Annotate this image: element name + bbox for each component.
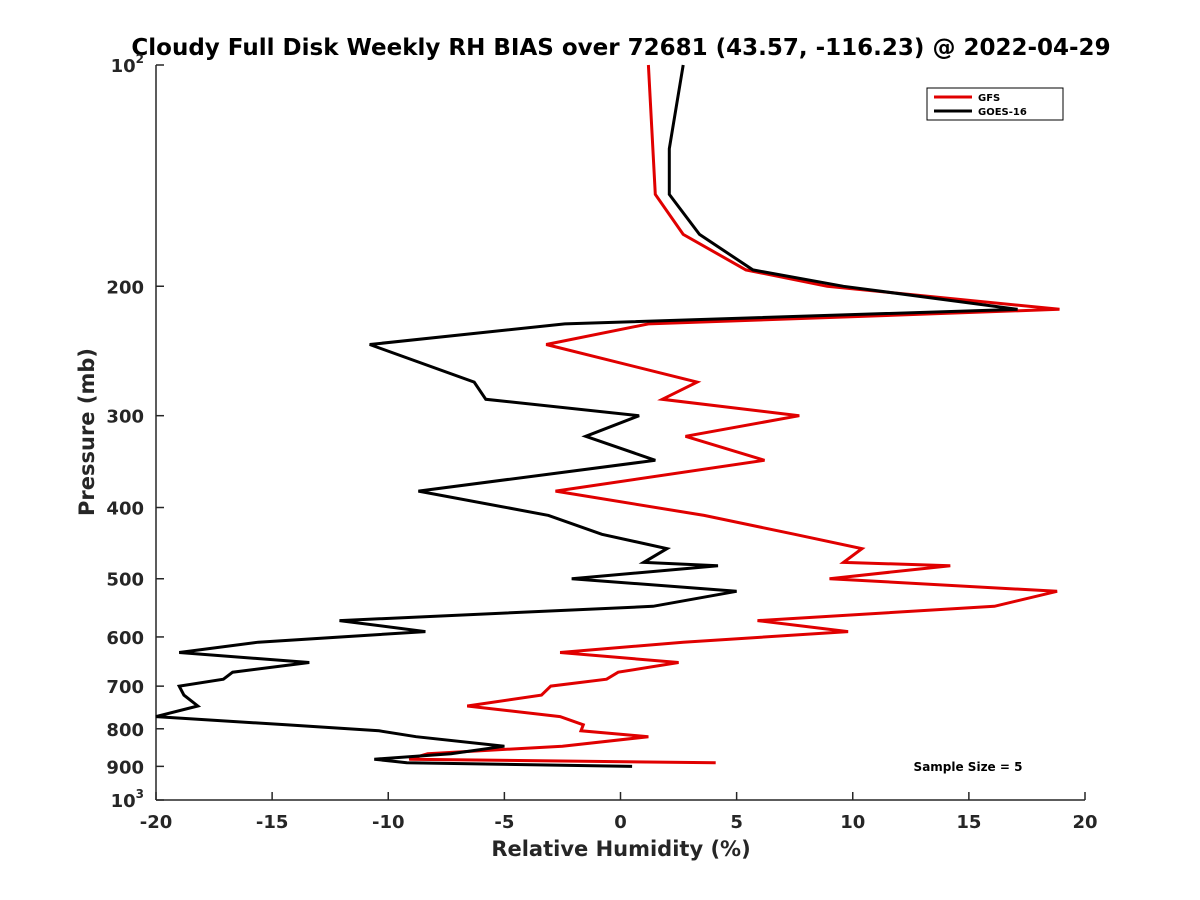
y-ticks: 102 200 300 400 500 600 700 800 900 103 xyxy=(106,52,164,812)
data-series xyxy=(155,64,1060,768)
y-axis-label: Pressure (mb) xyxy=(75,348,99,516)
y-tick-label: 300 xyxy=(106,407,144,428)
x-ticks: -20 -15 -10 -5 0 5 10 15 20 xyxy=(140,792,1098,833)
legend-label-gfs: GFS xyxy=(978,93,1000,104)
y-tick-label: 700 xyxy=(106,677,144,698)
chart-title: Cloudy Full Disk Weekly RH BIAS over 726… xyxy=(131,35,1110,61)
y-tick-label: 200 xyxy=(106,277,144,298)
x-tick-label: 15 xyxy=(956,812,981,833)
series-line-gfs xyxy=(408,64,1060,765)
y-tick-label: 103 xyxy=(111,787,144,812)
legend-label-goes-16: GOES-16 xyxy=(978,107,1027,118)
x-tick-label: -15 xyxy=(256,812,289,833)
y-tick-label: 500 xyxy=(106,570,144,591)
y-tick-label: 102 xyxy=(111,52,144,77)
y-tick-label: 800 xyxy=(106,720,144,741)
legend-box xyxy=(926,87,1064,121)
y-tick-label: 600 xyxy=(106,628,144,649)
x-tick-label: -10 xyxy=(372,812,405,833)
x-tick-label: 5 xyxy=(730,812,743,833)
x-axis-label: Relative Humidity (%) xyxy=(491,837,750,861)
x-tick-label: -5 xyxy=(494,812,514,833)
x-tick-label: -20 xyxy=(140,812,173,833)
x-tick-label: 0 xyxy=(614,812,627,833)
x-tick-label: 20 xyxy=(1072,812,1097,833)
y-tick-label: 900 xyxy=(106,757,144,778)
y-tick-label: 400 xyxy=(106,499,144,520)
sample-size-annotation: Sample Size = 5 xyxy=(914,760,1023,774)
x-tick-label: 10 xyxy=(840,812,865,833)
legend: GFS GOES-16 xyxy=(926,87,1064,121)
plot-area xyxy=(156,65,1085,800)
series-line-goes-16 xyxy=(155,64,1018,768)
